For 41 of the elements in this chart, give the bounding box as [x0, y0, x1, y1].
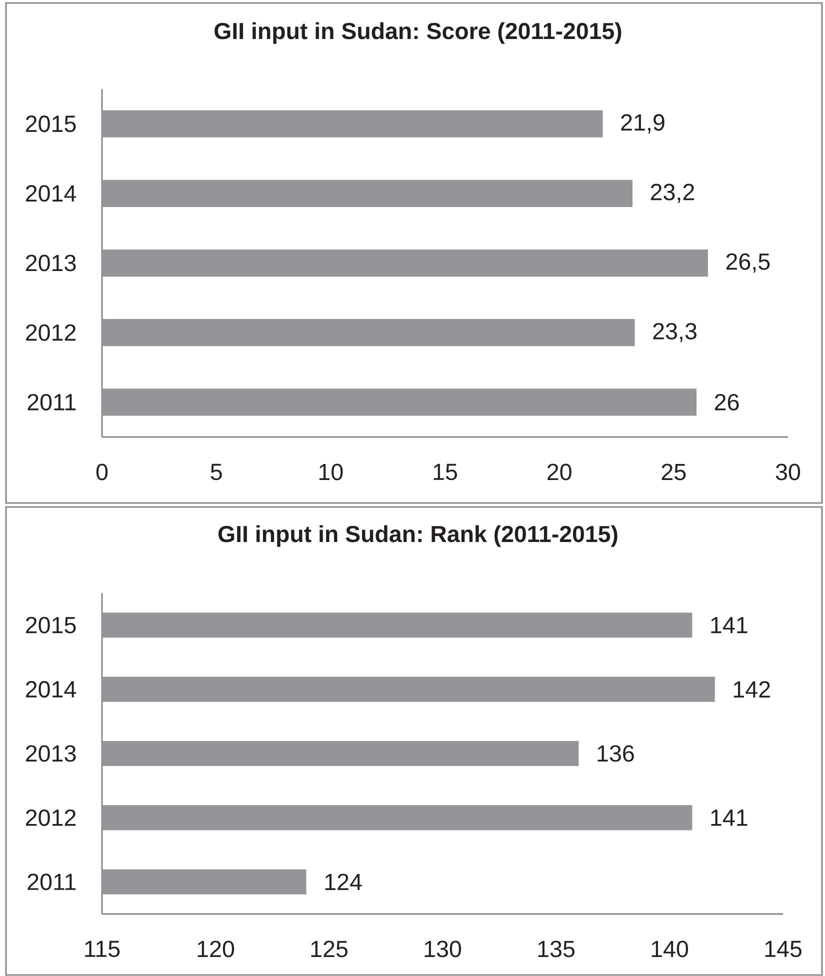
x-tick-label: 25 — [662, 464, 686, 480]
x-tick-label: 120 — [198, 940, 234, 958]
data-label: 23,2 — [650, 184, 694, 204]
data-label: 23,3 — [653, 322, 696, 342]
bar — [102, 319, 635, 346]
data-label: 142 — [734, 681, 770, 698]
x-tick-label: 130 — [424, 940, 462, 958]
x-tick-label: 0 — [96, 464, 108, 480]
x-tick-label: 135 — [538, 940, 574, 958]
x-tick-label: 140 — [652, 940, 688, 958]
y-tick-label: 2011 — [28, 874, 76, 890]
x-tick-label: 145 — [765, 940, 802, 958]
bar — [102, 249, 708, 277]
x-tick-label: 10 — [319, 464, 343, 480]
bar — [102, 110, 603, 138]
y-tick-label: 2011 — [28, 394, 76, 410]
y-tick-label: 2015 — [26, 116, 76, 132]
y-tick-label: 2012 — [26, 324, 76, 341]
x-tick-label: 5 — [210, 464, 222, 480]
x-tick-label: 20 — [548, 464, 572, 480]
y-tick-label: 2014 — [26, 185, 76, 202]
y-tick-label: 2014 — [26, 681, 76, 698]
y-tick-label: 2013 — [26, 254, 76, 272]
data-label: 124 — [325, 874, 362, 890]
data-label: 141 — [711, 810, 748, 826]
data-label: 21,9 — [621, 114, 664, 134]
x-tick-label: 15 — [434, 464, 457, 480]
y-tick-label: 2013 — [26, 745, 76, 762]
data-label: 26 — [714, 394, 739, 410]
data-label: 141 — [711, 617, 748, 634]
data-label: 136 — [598, 745, 634, 762]
x-tick-label: 125 — [311, 940, 348, 958]
y-tick-label: 2012 — [26, 809, 76, 826]
bar — [102, 180, 632, 207]
y-tick-label: 2015 — [26, 616, 76, 634]
chart-title: GII input in Sudan: Score (2011-2015) — [214, 22, 622, 44]
x-tick-label: 30 — [776, 464, 800, 480]
data-label: 26,5 — [726, 253, 770, 273]
x-tick-label: 115 — [85, 940, 120, 958]
chart-title: GII input in Sudan: Rank (2011-2015) — [218, 525, 618, 547]
bar — [102, 388, 697, 416]
